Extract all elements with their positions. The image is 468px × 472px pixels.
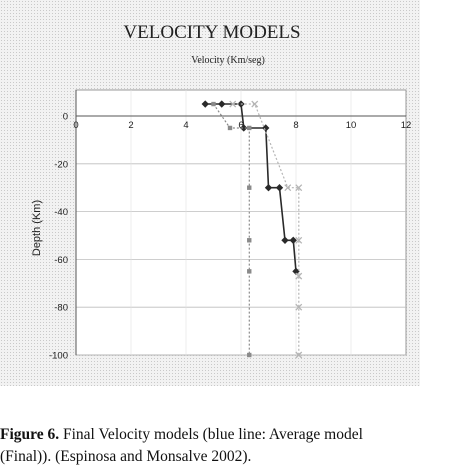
series-0-point-7 [281, 236, 289, 244]
series-1-point-6 [247, 352, 252, 358]
x-tick-label-3: 6 [238, 120, 243, 131]
series-1-point-1 [227, 125, 233, 131]
series-2-line [232, 103, 300, 355]
figure-caption: Figure 6. Final Velocity models (blue li… [0, 424, 468, 468]
caption-line-1: Final Velocity models (blue line: Averag… [59, 426, 363, 443]
series-2-point-5 [295, 272, 303, 280]
x-axis-label: Velocity (Km/seg) [191, 55, 265, 66]
series-0-point-0 [201, 100, 209, 108]
series-1-point-3 [247, 185, 252, 190]
series-2-point-3 [295, 184, 303, 192]
series-0-point-8 [289, 236, 297, 244]
series-layer [201, 100, 303, 359]
caption-label: Figure 6. [0, 426, 60, 443]
series-2-point-2 [284, 184, 292, 192]
series-1-point-4 [247, 238, 252, 243]
y-tick-label-2: -40 [54, 207, 68, 218]
caption-line-2: (Final)). (Espinosa and Monsalve 2002). [0, 448, 252, 465]
series-1-point-5 [247, 269, 252, 274]
series-1-point-0 [211, 101, 216, 107]
series-2 [229, 100, 303, 359]
series-0-point-9 [292, 267, 300, 276]
series-2-point-1 [251, 100, 259, 108]
series-0-line [205, 103, 297, 272]
y-tick-label-3: -60 [54, 255, 68, 266]
series-0-point-1 [218, 100, 226, 108]
x-tick-label-2: 4 [183, 120, 188, 131]
x-tick-label-6: 12 [401, 120, 412, 131]
series-2-point-6 [295, 303, 303, 311]
series-2-point-4 [295, 236, 303, 244]
velocity-chart: VELOCITY MODELS Velocity (Km/seg) Depth … [31, 22, 411, 362]
chart-title: VELOCITY MODELS [123, 22, 300, 43]
x-tick-label-1: 2 [128, 120, 133, 131]
series-2-point-7 [295, 351, 303, 359]
series-1-point-2 [247, 125, 252, 131]
y-tick-label-4: -80 [54, 303, 68, 314]
y-tick-label-5: -100 [49, 351, 68, 362]
series-0-point-3 [240, 124, 248, 132]
figure-panel: VELOCITY MODELS Velocity (Km/seg) Depth … [0, 0, 420, 386]
x-tick-label-0: 0 [73, 120, 78, 131]
y-axis-label: Depth (Km) [31, 200, 43, 256]
x-tick-label-5: 10 [346, 120, 357, 131]
series-1 [211, 101, 252, 358]
x-tick-label-4: 8 [293, 120, 298, 131]
y-tick-label-1: -20 [54, 159, 68, 170]
tick-labels: 0 2 4 6 8 10 12 0 -20 -40 -60 -80 -100 [49, 112, 411, 362]
series-2-point-0 [229, 100, 237, 108]
y-tick-label-0: 0 [63, 112, 68, 123]
axes [75, 90, 406, 355]
